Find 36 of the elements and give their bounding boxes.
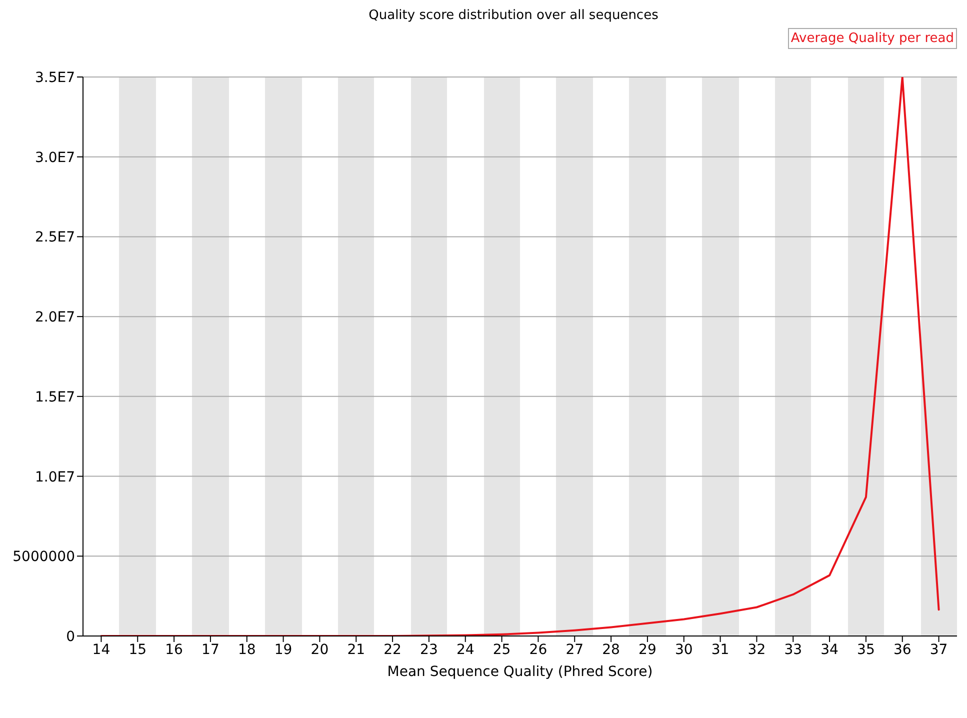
x-tick-label: 32 — [748, 642, 766, 658]
chart-title: Quality score distribution over all sequences — [368, 8, 660, 25]
x-tick-label: 18 — [238, 642, 256, 658]
x-tick-label: 17 — [202, 642, 220, 658]
x-tick-label: 34 — [820, 642, 839, 658]
x-tick-label: 20 — [310, 642, 329, 658]
x-tick-label: 33 — [784, 642, 802, 658]
x-tick-label: 14 — [92, 642, 110, 658]
y-tick-label: 1.5E7 — [34, 389, 75, 406]
y-tick-label: 5000000 — [12, 549, 75, 566]
x-tick-label: 23 — [420, 642, 438, 658]
x-tick-label: 21 — [347, 642, 366, 658]
x-tick-label: 22 — [384, 642, 402, 658]
x-tick-label: 15 — [128, 642, 147, 658]
x-tick-label: 37 — [930, 642, 948, 658]
x-tick-label: 35 — [857, 642, 875, 658]
y-tick-label: 2.0E7 — [34, 310, 75, 326]
y-tick-label: 3.5E7 — [34, 70, 75, 86]
y-tick-label: 2.5E7 — [34, 230, 75, 246]
x-tick-label: 25 — [492, 642, 511, 658]
x-tick-label: 29 — [638, 642, 656, 658]
x-tick-label: 16 — [165, 642, 184, 658]
x-tick-label: 27 — [566, 642, 584, 658]
x-tick-label: 24 — [456, 642, 474, 658]
y-tick-label: 1.0E7 — [34, 469, 75, 486]
x-tick-label: 30 — [674, 642, 693, 658]
x-tick-label: 28 — [602, 642, 620, 658]
y-tick-label: 3.0E7 — [34, 150, 75, 166]
x-tick-label: 31 — [711, 642, 730, 658]
text: Average Quality per read — [790, 31, 954, 46]
x-axis-title: Mean Sequence Quality (Phred Score) — [387, 664, 653, 680]
y-tick-label: 0 — [66, 628, 75, 645]
x-tick-label: 26 — [529, 642, 548, 658]
x-tick-label: 36 — [893, 642, 912, 658]
x-tick-label: 19 — [274, 642, 292, 658]
line-series — [100, 77, 940, 636]
